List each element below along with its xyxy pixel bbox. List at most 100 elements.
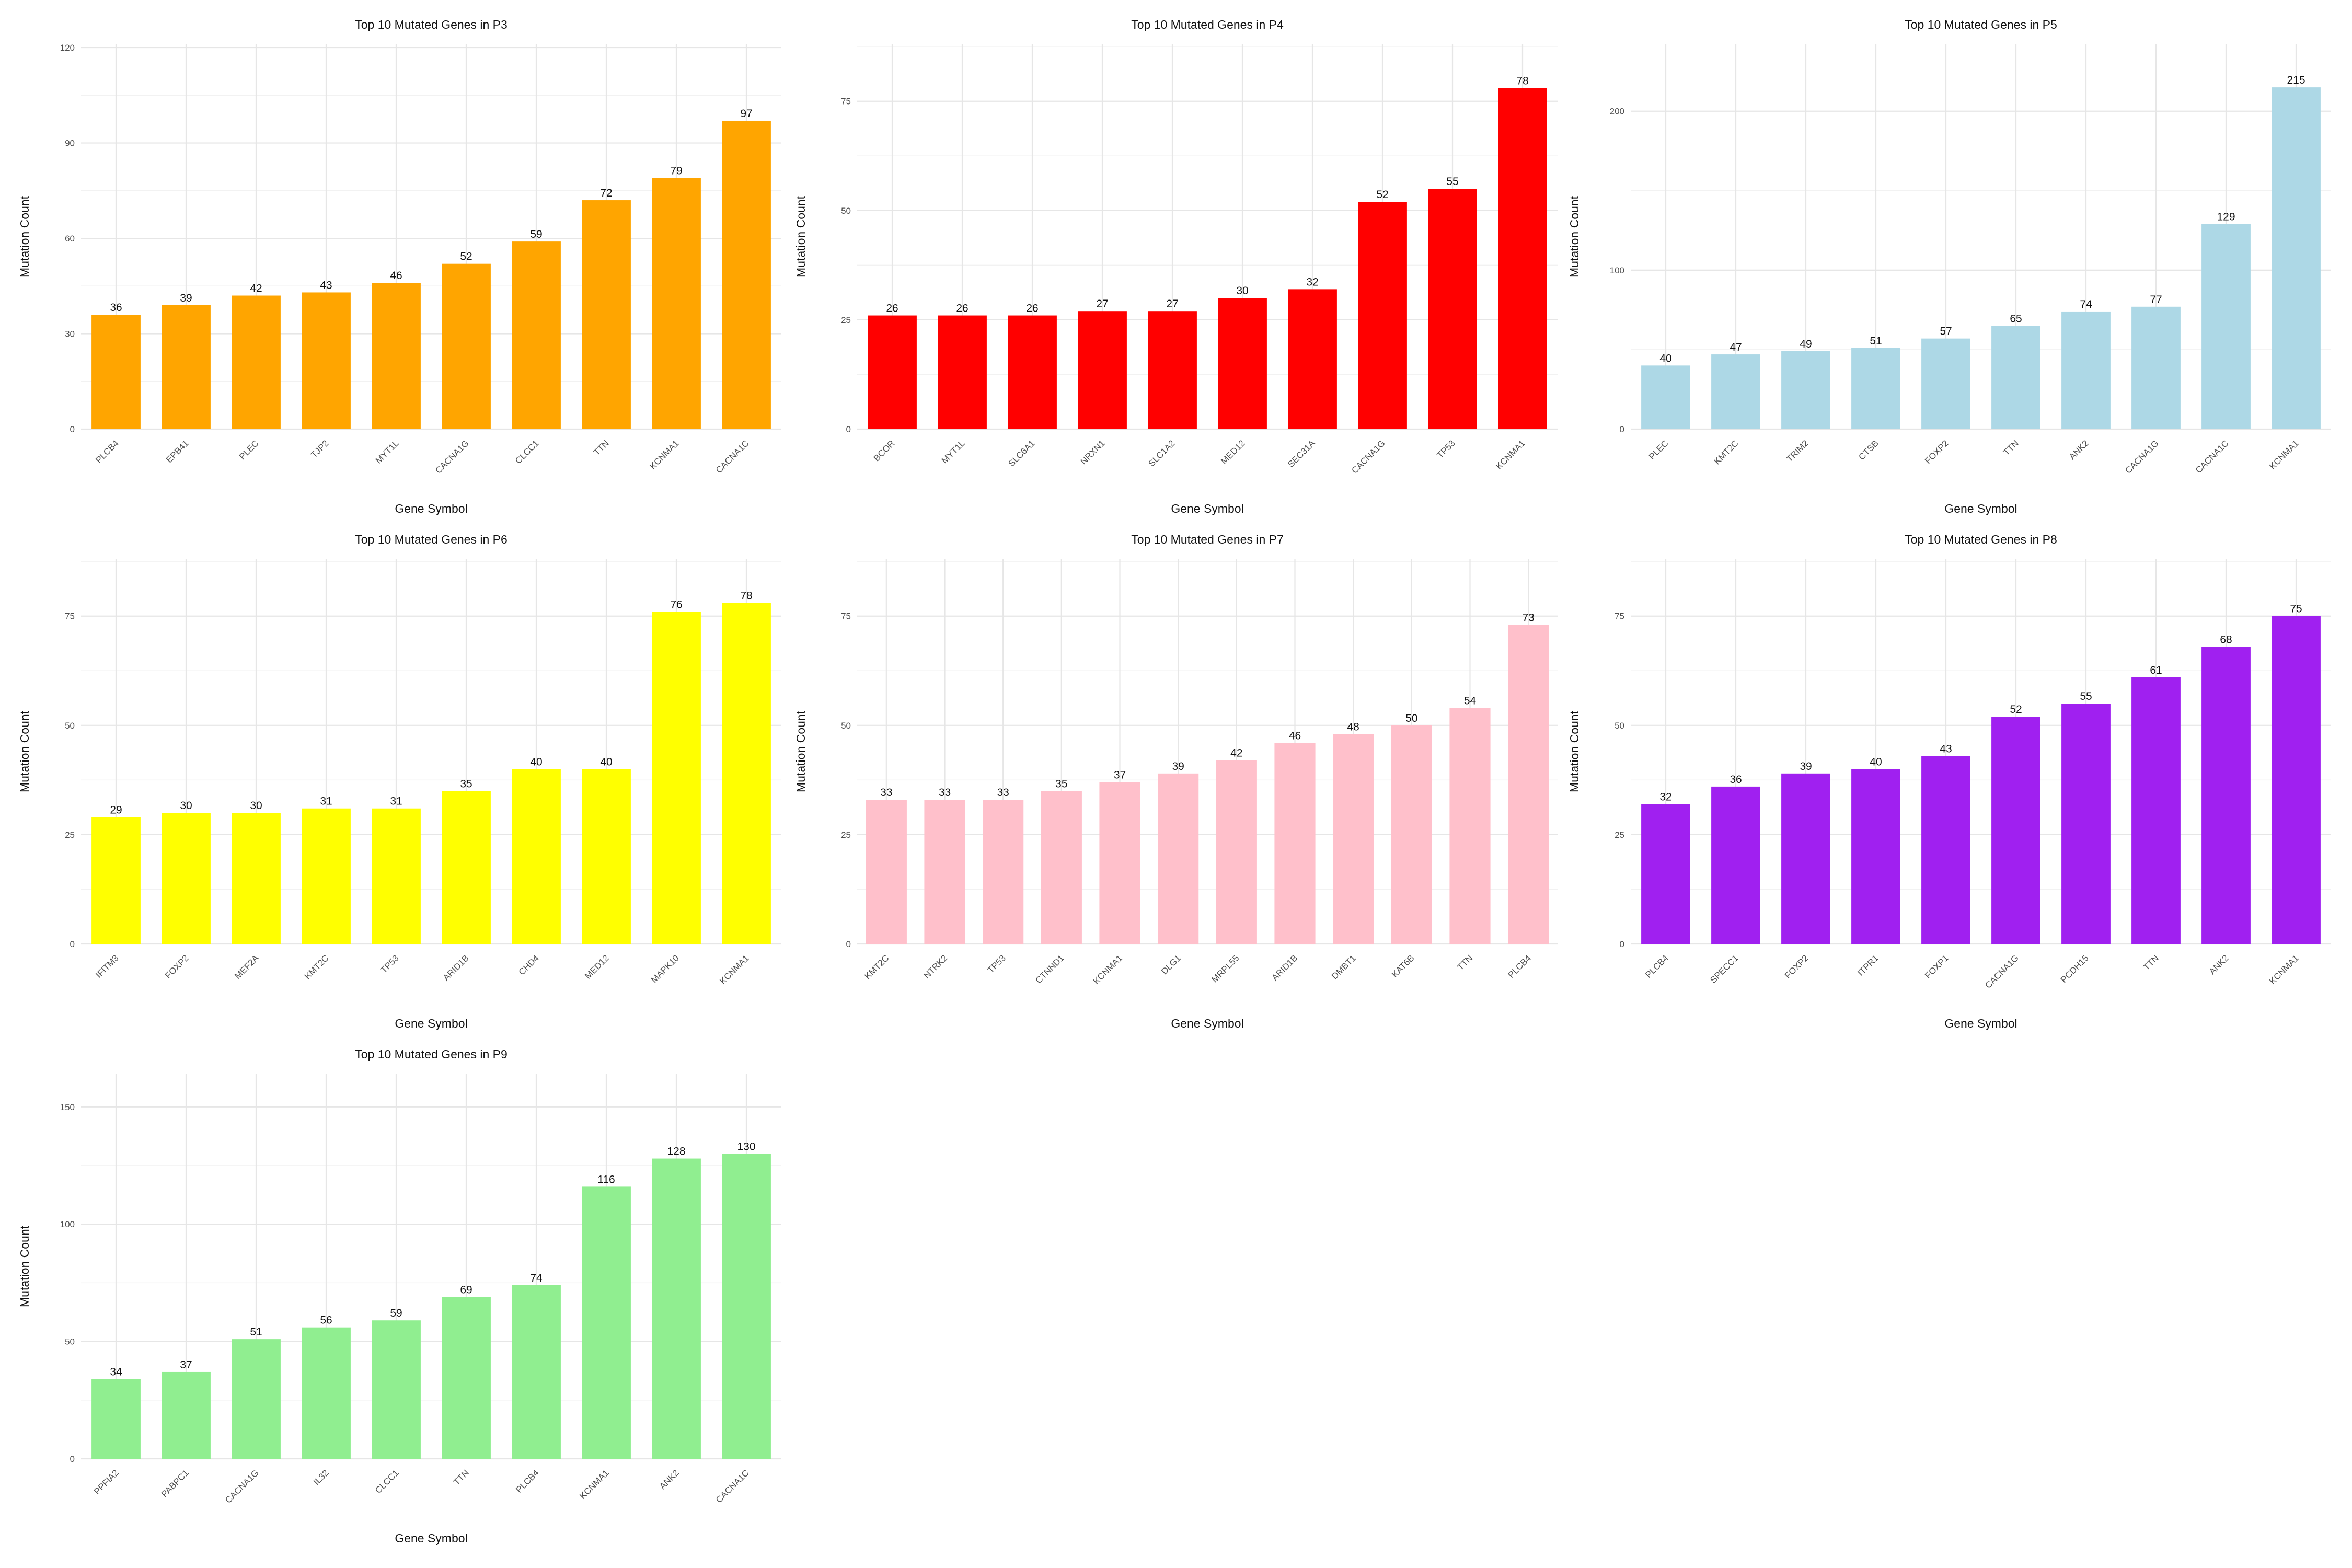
x-axis-title: Gene Symbol (1171, 1017, 1243, 1030)
y-tick-label: 25 (65, 830, 75, 840)
y-axis-title: Mutation Count (18, 1225, 31, 1307)
chart-panel-7: Top 10 Mutated Genes in P9 0 50 100 150 34 PPF… (18, 1047, 781, 1545)
y-tick-label: 100 (1610, 266, 1624, 275)
x-tick-label: PLCB4 (1506, 953, 1533, 980)
y-tick-label: 25 (841, 830, 851, 840)
chart-title: Top 10 Mutated Genes in P6 (355, 533, 508, 546)
y-tick-label: 50 (841, 206, 851, 216)
bar-med12 (1218, 298, 1267, 429)
bar-trim2 (1781, 351, 1830, 429)
x-tick-label: CACNA1C (714, 438, 751, 475)
bar-value-label: 51 (250, 1326, 262, 1338)
x-tick-label: IL32 (312, 1468, 331, 1487)
bar-cacna1c (722, 120, 771, 430)
y-tick-label: 50 (1615, 721, 1624, 731)
chart-title: Top 10 Mutated Genes in P3 (355, 18, 508, 31)
x-tick-label: TTN (452, 1468, 471, 1487)
bar-mrpl55 (1216, 760, 1257, 944)
bar-value-label: 35 (1055, 778, 1067, 790)
bar-ntrk2 (924, 800, 965, 944)
bar-value-label: 40 (1870, 756, 1882, 768)
chart-title: Top 10 Mutated Genes in P4 (1131, 18, 1284, 31)
chart-panel-3: Top 10 Mutated Genes in P5 0 100 200 40 PLEC 4… (1567, 18, 2331, 515)
bar-epb41 (162, 305, 211, 429)
bar-value-label: 27 (1096, 298, 1108, 310)
bar-kcnma1 (722, 603, 771, 944)
y-tick-label: 50 (65, 1337, 75, 1347)
chart-panel-6: Top 10 Mutated Genes in P8 0 25 50 75 32 PLCB4… (1567, 533, 2331, 1030)
y-tick-label: 75 (841, 612, 851, 621)
x-tick-label: TTN (2141, 953, 2161, 972)
bar-value-label: 78 (740, 590, 752, 602)
bar-value-label: 37 (1114, 769, 1126, 781)
bar-value-label: 36 (1730, 774, 1742, 786)
bar-mapk10 (652, 612, 701, 944)
bar-cacna1c (2201, 224, 2251, 429)
x-tick-label: DLG1 (1159, 953, 1183, 976)
bar-cacna1g (1358, 202, 1407, 429)
chart-title: Top 10 Mutated Genes in P8 (1905, 533, 2057, 546)
x-tick-label: KAT6B (1390, 953, 1416, 979)
x-tick-label: ARID1B (1270, 953, 1299, 983)
x-tick-label: PLCB4 (94, 438, 121, 465)
bar-mef2a (232, 813, 281, 944)
y-tick-label: 100 (60, 1219, 75, 1229)
x-axis-title: Gene Symbol (1171, 502, 1243, 515)
bar-value-label: 30 (180, 800, 192, 812)
bar-value-label: 50 (1405, 712, 1417, 724)
bar-ppfia2 (91, 1379, 141, 1459)
bar-value-label: 128 (667, 1146, 685, 1158)
bar-value-label: 116 (597, 1173, 615, 1185)
y-tick-label: 60 (65, 234, 75, 244)
bar-value-label: 46 (390, 270, 402, 282)
bar-plcb4 (512, 1285, 561, 1459)
bar-value-label: 40 (530, 756, 542, 768)
bar-value-label: 48 (1347, 721, 1359, 733)
y-tick-label: 0 (846, 939, 851, 949)
x-axis-title: Gene Symbol (395, 1017, 467, 1030)
bar-foxp2 (162, 813, 211, 944)
x-tick-label: CACNA1C (714, 1468, 751, 1505)
x-tick-label: ITPR1 (1855, 953, 1881, 978)
y-tick-label: 0 (1620, 424, 1624, 434)
bar-value-label: 73 (1522, 612, 1534, 624)
y-tick-label: 0 (846, 424, 851, 434)
bar-value-label: 29 (110, 804, 122, 816)
bar-plcb4 (91, 315, 141, 429)
x-tick-label: MAPK10 (649, 953, 681, 985)
bar-sec31a (1288, 289, 1337, 429)
bar-myt1l (938, 315, 987, 429)
bar-ifitm3 (91, 817, 141, 944)
y-tick-label: 200 (1610, 107, 1624, 117)
bar-cacna1g (1991, 717, 2040, 944)
x-tick-label: PLEC (1647, 438, 1670, 462)
bar-il32 (302, 1327, 351, 1459)
bar-value-label: 31 (320, 795, 332, 808)
bar-value-label: 43 (320, 279, 332, 291)
x-tick-label: TTN (1456, 953, 1475, 972)
bar-value-label: 129 (2217, 211, 2235, 223)
bar-value-label: 59 (390, 1307, 402, 1319)
bar-value-label: 130 (737, 1141, 755, 1153)
x-tick-label: CTSB (1857, 438, 1880, 462)
x-tick-label: CACNA1G (2123, 438, 2161, 476)
bar-value-label: 31 (390, 795, 402, 808)
bar-value-label: 68 (2220, 633, 2232, 645)
bar-value-label: 52 (2010, 704, 2022, 716)
bar-ank2 (2061, 311, 2111, 429)
x-tick-label: SPECC1 (1708, 953, 1740, 985)
bar-itpr1 (1851, 769, 1900, 944)
bar-specc1 (1711, 786, 1760, 944)
bar-nrxn1 (1078, 311, 1127, 429)
x-tick-label: PPFIA2 (92, 1468, 121, 1496)
bar-value-label: 75 (2290, 603, 2302, 615)
x-tick-label: ANK2 (2067, 438, 2091, 462)
x-tick-label: SEC31A (1286, 438, 1317, 469)
bar-value-label: 57 (1940, 326, 1952, 338)
x-tick-label: DMBT1 (1330, 953, 1358, 981)
bar-kcnma1 (582, 1186, 631, 1459)
bar-value-label: 56 (320, 1315, 332, 1327)
bar-plcb4 (1508, 625, 1549, 944)
x-tick-label: FOXP1 (1923, 953, 1951, 981)
